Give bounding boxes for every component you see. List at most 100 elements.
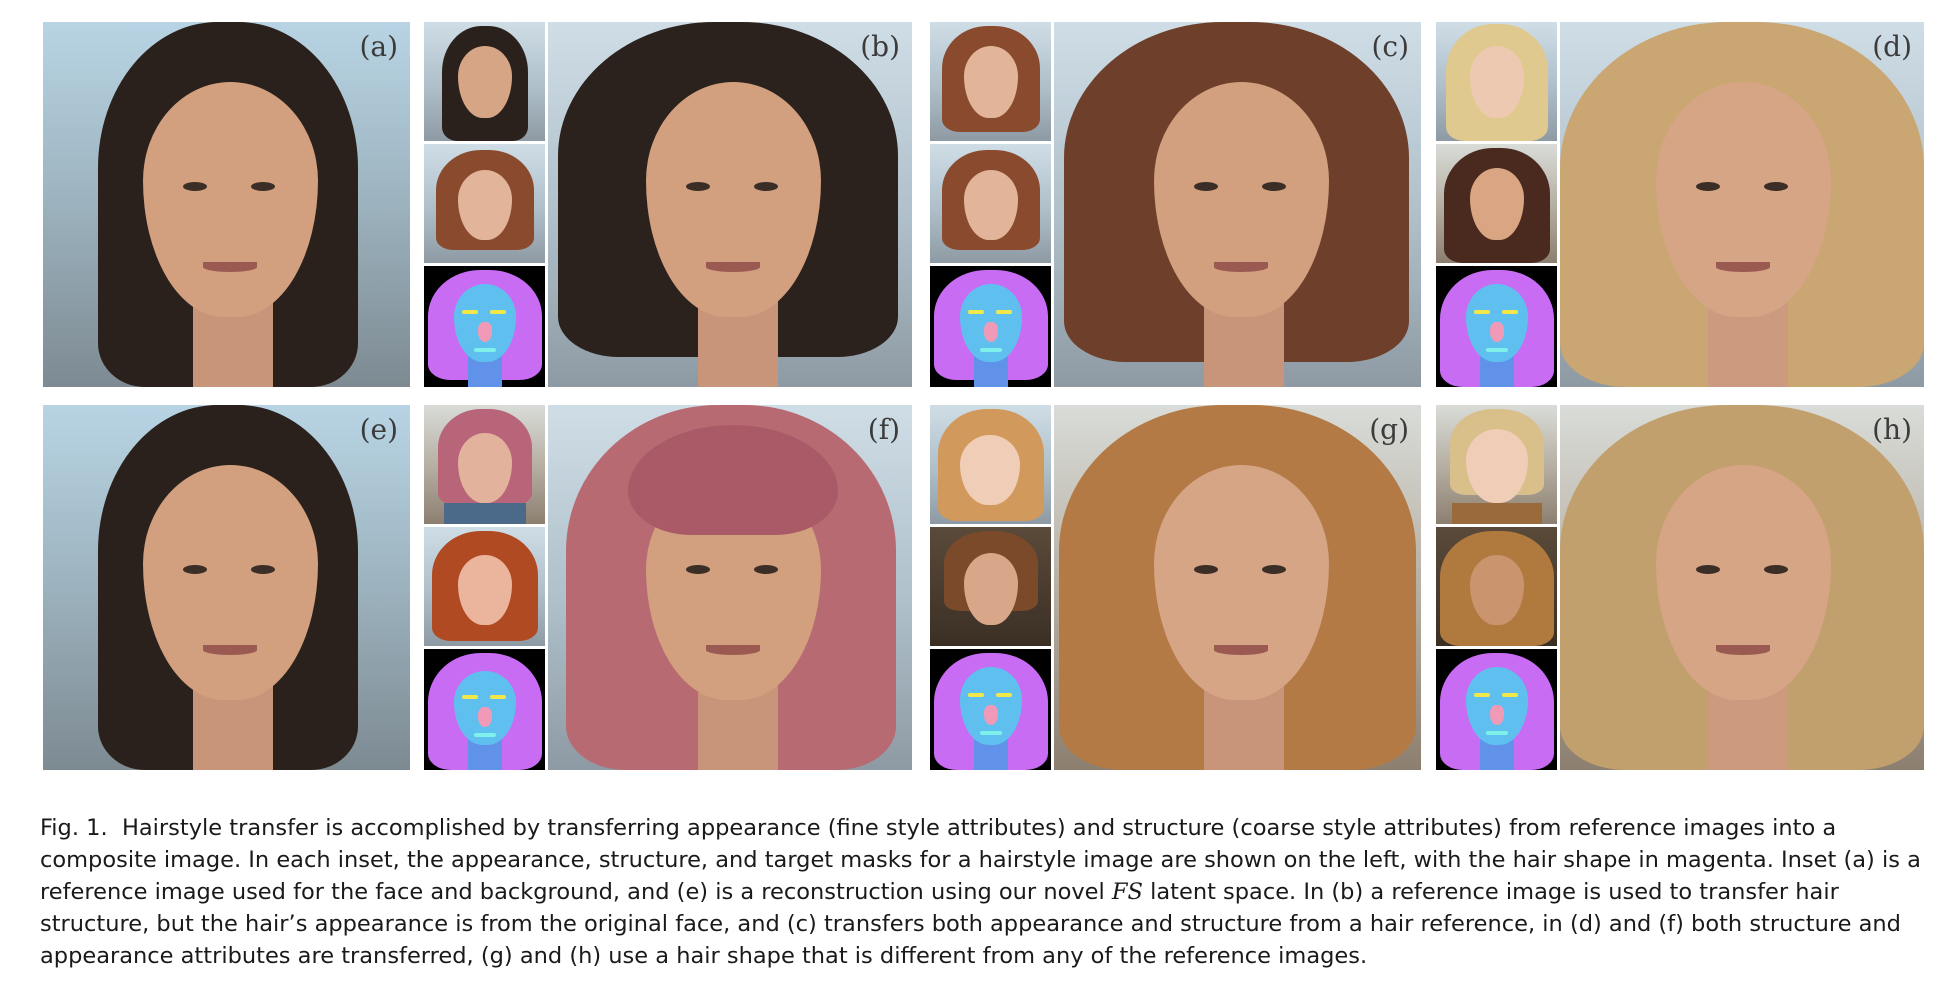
eye — [251, 182, 275, 191]
face — [1154, 82, 1329, 317]
panel-label: (b) — [860, 30, 900, 63]
eye — [754, 182, 778, 191]
structure-thumb — [930, 144, 1051, 263]
face — [1470, 555, 1524, 625]
appearance-thumb — [424, 22, 545, 141]
panel-label: (h) — [1872, 413, 1912, 446]
bangs — [628, 425, 838, 535]
panel-d: (d) — [1560, 22, 1924, 387]
face — [143, 465, 318, 700]
appearance-thumb — [1436, 405, 1557, 524]
caption-prefix: Fig. 1. — [40, 815, 108, 841]
panel-f: (f) — [548, 405, 912, 770]
eye — [686, 565, 710, 574]
structure-thumb — [424, 527, 545, 646]
mask-mouth — [980, 348, 1002, 352]
target-mask-thumb — [424, 266, 545, 387]
mask-brow — [490, 310, 506, 314]
face — [1470, 168, 1524, 240]
face — [964, 170, 1018, 240]
mouth — [706, 262, 760, 272]
mask-mouth — [474, 733, 496, 737]
mouth — [1214, 645, 1268, 655]
panel-g: (g) — [1054, 405, 1421, 770]
target-mask-thumb — [930, 266, 1051, 387]
figure-caption: Fig. 1. Hairstyle transfer is accomplish… — [40, 812, 1930, 972]
mask-mouth — [1486, 731, 1508, 735]
mouth — [1716, 645, 1770, 655]
panel-a: (a) — [43, 22, 410, 387]
mask-mouth — [474, 348, 496, 352]
face — [458, 170, 512, 240]
face — [964, 553, 1018, 625]
panel-c: (c) — [1054, 22, 1421, 387]
face — [458, 433, 512, 503]
caption-text-part1: Hairstyle transfer is accomplished by tr… — [40, 815, 1921, 905]
eye — [183, 182, 207, 191]
mask-mouth — [980, 731, 1002, 735]
mask-nose — [478, 322, 492, 342]
eye — [1696, 182, 1720, 191]
eye — [1194, 182, 1218, 191]
face — [964, 46, 1018, 118]
mask-brow — [968, 310, 984, 314]
mask-brow — [490, 695, 506, 699]
panel-label: (g) — [1369, 413, 1409, 446]
panel-label: (f) — [867, 413, 900, 446]
mask-brow — [462, 695, 478, 699]
eye — [1764, 565, 1788, 574]
structure-thumb — [424, 144, 545, 263]
mask-brow — [1474, 310, 1490, 314]
face — [960, 435, 1020, 505]
target-mask-thumb — [930, 649, 1051, 770]
face — [1466, 429, 1528, 503]
eye — [1262, 565, 1286, 574]
face — [1656, 465, 1831, 700]
face — [1656, 82, 1831, 317]
mouth — [706, 645, 760, 655]
panel-e: (e) — [43, 405, 410, 770]
appearance-thumb — [930, 405, 1051, 524]
appearance-thumb — [424, 405, 545, 524]
appearance-thumb — [1436, 22, 1557, 141]
panel-label: (e) — [359, 413, 398, 446]
mask-brow — [1502, 693, 1518, 697]
panel-h: (h) — [1560, 405, 1924, 770]
panel-label: (d) — [1872, 30, 1912, 63]
eye — [1194, 565, 1218, 574]
eye — [251, 565, 275, 574]
eye — [754, 565, 778, 574]
panel-b: (b) — [548, 22, 912, 387]
mouth — [203, 262, 257, 272]
mask-brow — [1474, 693, 1490, 697]
structure-thumb — [930, 527, 1051, 646]
structure-thumb — [1436, 527, 1557, 646]
face — [458, 555, 512, 625]
eye — [1764, 182, 1788, 191]
panel-label: (a) — [359, 30, 398, 63]
mask-brow — [462, 310, 478, 314]
face — [143, 82, 318, 317]
mask-nose — [1490, 322, 1504, 342]
caption-math-fs: FS — [1111, 879, 1143, 905]
mouth — [1214, 262, 1268, 272]
mask-brow — [996, 693, 1012, 697]
mouth — [1716, 262, 1770, 272]
mask-nose — [478, 707, 492, 727]
eye — [1696, 565, 1720, 574]
target-mask-thumb — [1436, 649, 1557, 770]
face — [458, 46, 512, 118]
appearance-thumb — [930, 22, 1051, 141]
eye — [183, 565, 207, 574]
face — [1154, 465, 1329, 700]
mask-brow — [968, 693, 984, 697]
mask-brow — [1502, 310, 1518, 314]
mouth — [203, 645, 257, 655]
panel-label: (c) — [1371, 30, 1409, 63]
mask-nose — [1490, 705, 1504, 725]
target-mask-thumb — [1436, 266, 1557, 387]
mask-nose — [984, 322, 998, 342]
caption-text-part2: latent space. In (b) a reference image i… — [40, 879, 1901, 969]
face — [646, 82, 821, 317]
eye — [686, 182, 710, 191]
